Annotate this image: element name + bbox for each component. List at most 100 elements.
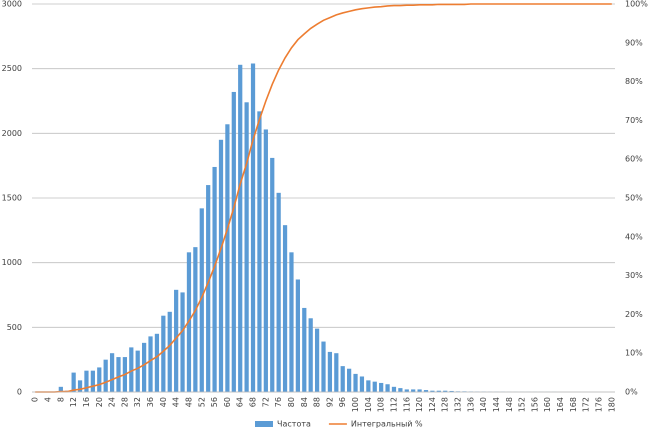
x-tick-label: 156 (530, 397, 539, 412)
x-tick-label: 132 (454, 397, 463, 412)
x-tick-label: 120 (415, 397, 424, 412)
bar (161, 315, 166, 392)
x-tick-label: 72 (261, 397, 270, 407)
bar (142, 342, 147, 392)
bar (116, 357, 121, 392)
bar (404, 389, 409, 392)
bar (84, 370, 89, 392)
x-tick-label: 152 (518, 397, 527, 412)
y2-tick-label: 70% (625, 116, 643, 125)
x-tick-label: 48 (184, 397, 193, 407)
x-tick-label: 108 (377, 397, 386, 412)
x-tick-label: 104 (364, 397, 373, 412)
y2-tick-label: 80% (625, 77, 643, 86)
x-tick-label: 20 (95, 397, 104, 407)
x-tick-label: 96 (338, 397, 347, 407)
x-tick-label: 16 (82, 397, 91, 407)
x-tick-label: 8 (56, 397, 65, 402)
bar (417, 389, 422, 392)
x-tick-label: 40 (159, 397, 168, 407)
x-tick-label: 76 (274, 397, 283, 407)
x-tick-label: 80 (287, 397, 296, 407)
x-tick-label: 24 (108, 397, 117, 407)
bar (379, 382, 384, 392)
x-tick-label: 32 (133, 397, 142, 407)
bar (295, 279, 300, 392)
x-tick-label: 136 (466, 397, 475, 412)
bar (109, 353, 115, 392)
bar (398, 388, 403, 392)
x-tick-label: 176 (594, 397, 603, 412)
bar (148, 336, 153, 392)
bar (321, 341, 326, 392)
y-tick-label: 2000 (2, 129, 22, 138)
y-tick-label: 3000 (2, 0, 22, 9)
bar (250, 63, 256, 392)
bar (263, 129, 268, 392)
bar (372, 381, 377, 392)
bar (340, 366, 345, 392)
x-tick-label: 116 (402, 397, 411, 412)
bar (193, 247, 198, 392)
bar (244, 102, 249, 392)
bar (218, 139, 224, 392)
bar (97, 367, 102, 392)
y2-tick-label: 0% (625, 388, 638, 397)
bar (180, 292, 185, 392)
bar (174, 289, 179, 392)
bar (302, 307, 307, 392)
bar (430, 390, 435, 392)
x-tick-label: 180 (607, 397, 616, 412)
bar (436, 390, 441, 392)
x-tick-label: 160 (543, 397, 552, 412)
bar (206, 185, 211, 392)
bar (167, 311, 172, 392)
x-tick-label: 168 (569, 397, 578, 412)
bar (129, 347, 134, 392)
x-tick-label: 36 (146, 397, 155, 407)
bar (353, 373, 358, 392)
x-tick-label: 52 (197, 397, 206, 407)
x-tick-label: 84 (300, 397, 309, 407)
bar (58, 386, 63, 392)
x-tick-label: 88 (313, 397, 322, 407)
y2-tick-label: 50% (625, 194, 643, 203)
y-tick-label: 2500 (2, 64, 22, 73)
legend-swatch (255, 421, 273, 427)
bar (77, 380, 83, 392)
x-tick-label: 144 (492, 397, 501, 412)
bar (308, 318, 313, 392)
bar (289, 252, 294, 392)
x-tick-label: 64 (236, 397, 245, 407)
bar (449, 390, 454, 392)
x-tick-label: 100 (351, 397, 360, 412)
x-tick-label: 44 (172, 397, 181, 407)
x-tick-label: 140 (479, 397, 488, 412)
bar (135, 350, 140, 392)
x-tick-label: 92 (325, 397, 334, 407)
bar (385, 384, 390, 392)
bar (327, 351, 333, 392)
x-tick-label: 124 (428, 397, 437, 412)
bar (359, 376, 365, 392)
bar (270, 157, 275, 392)
y2-tick-label: 90% (625, 38, 643, 47)
bar (276, 192, 281, 392)
bar (282, 225, 288, 392)
bar (103, 359, 108, 392)
x-tick-label: 28 (120, 397, 129, 407)
bar (257, 111, 262, 392)
bar (231, 91, 236, 393)
x-tick-label: 172 (582, 397, 591, 412)
bar (71, 372, 76, 392)
y2-tick-label: 10% (625, 349, 643, 358)
legend-label: Частота (277, 420, 311, 429)
x-tick-label: 12 (69, 397, 78, 407)
bar (391, 386, 397, 392)
x-tick-label: 60 (223, 397, 232, 407)
bar (347, 368, 352, 392)
y2-tick-label: 20% (625, 310, 643, 319)
y-tick-label: 0 (17, 388, 22, 397)
bar (212, 166, 217, 392)
